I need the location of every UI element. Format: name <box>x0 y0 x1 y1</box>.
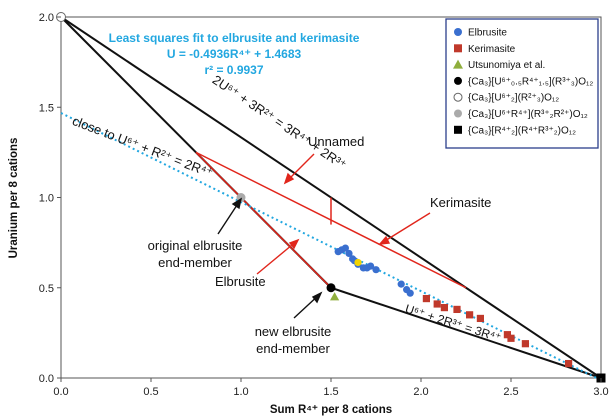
x-tick-label-0: 0.0 <box>53 386 68 398</box>
original-label-line1: original elbrusite <box>148 238 243 253</box>
legend-marker-2 <box>453 59 463 69</box>
original-label-line2: end-member <box>158 255 232 270</box>
boundary-line-2 <box>330 286 602 379</box>
axis-ticks: 0.0 0.5 1.0 1.5 2.0 2.5 3.0 0.0 0.5 1.0 1.5 2.0 <box>39 12 609 398</box>
legend-marker-4 <box>453 92 463 102</box>
y-axis-label: Uranium per 8 cations <box>8 138 20 259</box>
series-1-point-1 <box>433 300 441 308</box>
y-tick-label-4: 2.0 <box>39 12 54 24</box>
legend-label-6: {Ca₃}[R⁴⁺₂](R⁴⁺R³⁺₂)O₁₂ <box>468 125 576 136</box>
line-label-upper: 2U⁶⁺ + 3R²⁺ = 3R⁴⁺ + 2R³⁺ <box>210 72 350 172</box>
unnamed-label: Unnamed <box>308 134 364 149</box>
new-label-line2: end-member <box>256 341 330 356</box>
arrow-kerimasite-head <box>378 235 391 245</box>
y-tick-label-2: 1.0 <box>39 193 54 205</box>
arrow-new-head <box>311 291 323 304</box>
x-tick-label-1: 0.5 <box>143 386 158 398</box>
legend-marker-3 <box>454 76 462 85</box>
highlight-point <box>354 258 362 267</box>
legend-marker-0 <box>454 28 462 36</box>
fit-line <box>60 112 602 382</box>
elbrusite-label: Elbrusite <box>215 274 266 289</box>
legend-entries: Elbrusite Kerimasite Utsunomiya et al. {Ca₃… <box>453 28 593 136</box>
arrow-kerimasite <box>379 212 431 245</box>
arrow-elbrusite <box>256 239 299 275</box>
arrow-unnamed-head <box>283 172 295 185</box>
legend-label-1: Kerimasite <box>468 44 516 55</box>
kerimasite-label: Kerimasite <box>430 195 491 210</box>
legend-label-5: {Ca₃}[U⁶⁺R⁴⁺](R³⁺₂R²⁺)O₁₂ <box>468 109 588 120</box>
series-1-point-8 <box>521 340 529 348</box>
fit-equation: U = -0.4936R⁴⁺ + 1.4683 <box>167 47 302 61</box>
series-0-point-2 <box>341 244 349 252</box>
line-label-lower: U⁶⁺ + 2R³⁺ = 3R⁴⁺ <box>404 302 503 345</box>
x-tick-label-6: 3.0 <box>593 386 608 398</box>
new-label-line1: new elbrusite <box>255 324 332 339</box>
series-0-point-11 <box>397 280 405 288</box>
y-tick-label-0: 0.0 <box>39 373 54 385</box>
x-tick-label-3: 1.5 <box>323 386 338 398</box>
y-tick-label-1: 0.5 <box>39 283 54 295</box>
series-1-point-0 <box>422 294 430 303</box>
legend-marker-6 <box>454 125 462 134</box>
chart-points <box>56 12 606 383</box>
series-1-point-6 <box>503 331 511 339</box>
legend: Elbrusite Kerimasite Utsunomiya et al. {Ca₃… <box>445 18 599 149</box>
y-tick-label-3: 1.5 <box>39 102 54 114</box>
legend-label-4: {Ca₃}[U⁶⁺₂](R²⁺₃)O₁₂ <box>468 93 559 104</box>
x-tick-label-2: 1.0 <box>233 386 248 398</box>
series-0-point-13 <box>406 289 414 297</box>
series-0-point-9 <box>367 262 375 270</box>
region-line-0 <box>195 151 332 289</box>
legend-marker-5 <box>454 109 462 118</box>
series-1-point-2 <box>440 304 448 312</box>
legend-label-2: Utsunomiya et al. <box>468 60 545 71</box>
series-1-point-9 <box>565 359 573 368</box>
x-tick-label-4: 2.0 <box>413 386 428 398</box>
fit-title: Least squares fit to elbrusite and kerim… <box>109 31 360 45</box>
legend-label-0: Elbrusite <box>468 28 507 39</box>
legend-marker-1 <box>454 44 462 53</box>
legend-label-3: {Ca₃}[U⁶⁺₀.₅R⁴⁺₁.₅](R³⁺₃)O₁₂ <box>468 76 593 87</box>
fit-line-group <box>60 112 602 382</box>
fit-r2: r² = 0.9937 <box>204 63 263 77</box>
series-1-point-4 <box>466 311 474 319</box>
series-1-point-7 <box>507 334 515 342</box>
x-tick-label-5: 2.5 <box>503 386 518 398</box>
arrow-elbrusite-head <box>288 238 300 250</box>
series-1-point-5 <box>476 314 484 323</box>
arrow-original-head <box>231 197 243 210</box>
arrows <box>217 197 323 319</box>
red-arrows <box>256 153 431 275</box>
series-2-point-0 <box>330 292 340 301</box>
legend-box <box>445 18 599 149</box>
chart-lines <box>60 16 602 379</box>
series-3-point-0 <box>326 283 336 293</box>
close-to-label: close to U⁶⁺ + R²⁺ = 2R⁴⁺ <box>70 113 215 181</box>
series-0-point-10 <box>372 266 380 274</box>
series-0-point-3 <box>345 249 353 258</box>
x-axis-label: Sum R⁴⁺ per 8 cations <box>270 404 392 416</box>
series-1-point-3 <box>453 305 461 314</box>
